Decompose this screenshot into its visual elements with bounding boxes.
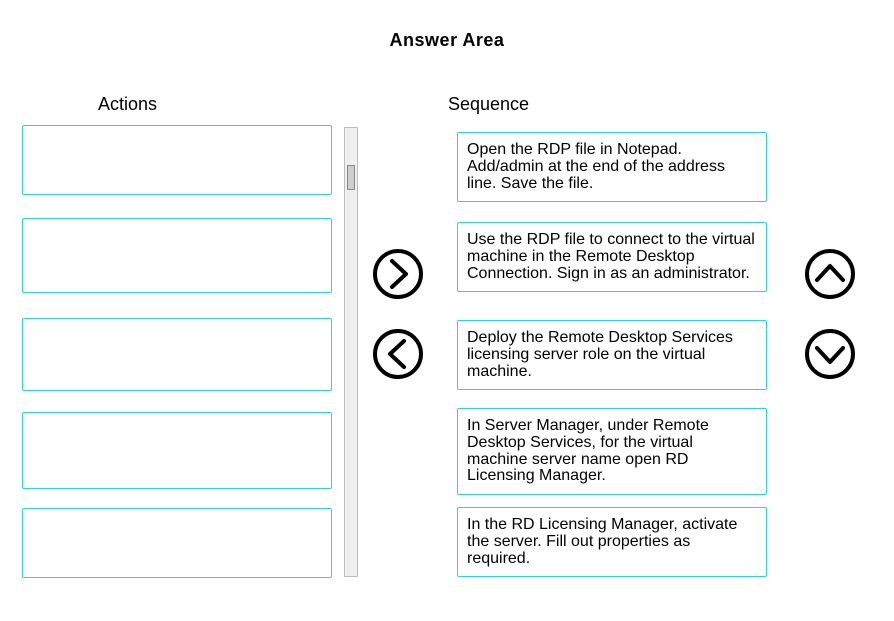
chevron-right-icon — [377, 253, 419, 295]
action-slot[interactable] — [22, 318, 332, 391]
sequence-item[interactable]: Use the RDP file to connect to the virtu… — [457, 222, 767, 292]
sequence-item[interactable]: Open the RDP file in Notepad. Add/admin … — [457, 132, 767, 202]
chevron-up-icon — [809, 253, 851, 295]
sequence-item[interactable]: In the RD Licensing Manager, activate th… — [457, 507, 767, 577]
page-title: Answer Area — [0, 30, 894, 51]
move-down-button[interactable] — [805, 329, 855, 379]
actions-scrollbar-track[interactable] — [344, 127, 358, 577]
action-slot[interactable] — [22, 125, 332, 195]
sequence-item[interactable]: In Server Manager, under Remote Desktop … — [457, 408, 767, 495]
action-slot[interactable] — [22, 218, 332, 293]
sequence-item[interactable]: Deploy the Remote Desktop Services licen… — [457, 320, 767, 390]
actions-scrollbar-thumb[interactable] — [347, 165, 355, 190]
action-slot[interactable] — [22, 508, 332, 578]
move-right-button[interactable] — [373, 249, 423, 299]
actions-column-header: Actions — [98, 94, 157, 115]
move-up-button[interactable] — [805, 249, 855, 299]
chevron-down-icon — [809, 333, 851, 375]
action-slot[interactable] — [22, 412, 332, 489]
chevron-left-icon — [377, 333, 419, 375]
sequence-column-header: Sequence — [448, 94, 529, 115]
move-left-button[interactable] — [373, 329, 423, 379]
